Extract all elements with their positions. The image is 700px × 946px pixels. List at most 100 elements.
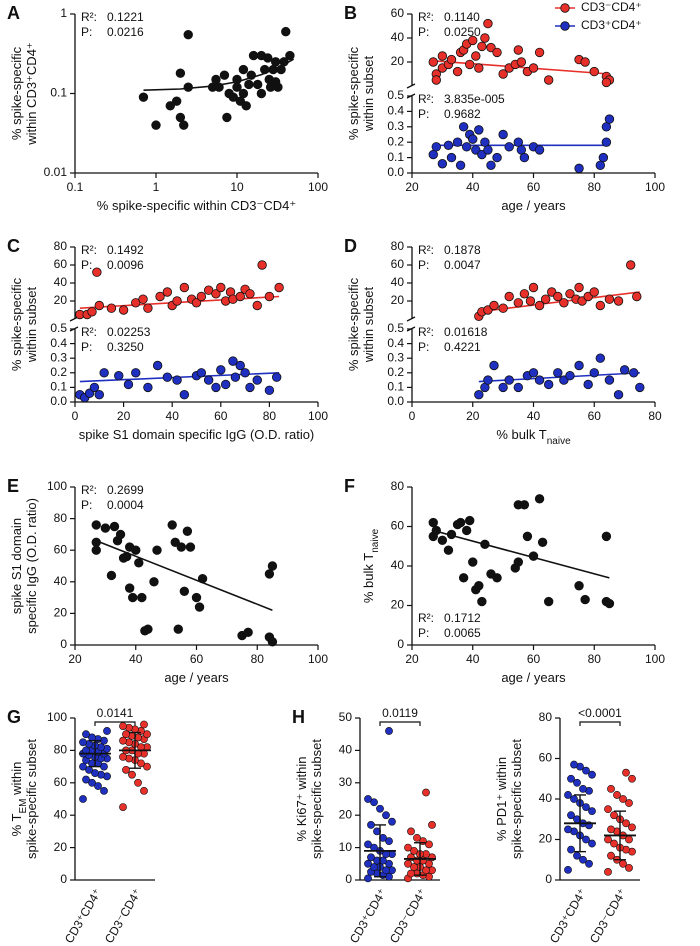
data-point [564,791,572,799]
stat-label: R²: [418,611,434,625]
x-tick-label: 60 [527,180,541,194]
data-point [574,581,584,591]
data-point [628,823,636,832]
panel-letter: A [7,3,20,23]
data-point [564,865,572,874]
data-point [525,296,536,306]
data-point [413,833,421,842]
data-point [477,41,487,52]
data-point [632,291,642,302]
data-point [474,390,484,400]
data-point [176,542,187,552]
label-text: spike S1 domain [9,518,24,614]
axis-label: specific IgG (O.D. ratio) [24,498,39,634]
y-tick-label: 40 [54,275,68,289]
axis-label: age / years [501,198,566,213]
y-tick-label: 40 [391,558,405,572]
stat-value: 0.1712 [444,611,481,625]
data-point [143,730,151,739]
y-tick-label: 0.1 [50,380,67,394]
data-point [613,390,624,400]
data-point [124,583,135,593]
data-point [486,160,496,171]
data-point [167,520,177,530]
axis-label: within subset [24,287,39,364]
significance-bracket [379,721,421,726]
data-point [252,375,262,385]
data-point [580,57,590,67]
x-tick-label: 60 [527,652,541,666]
data-point [543,75,554,85]
y-tick-label: 20 [391,54,405,68]
label-text: spike-specific subset [509,739,524,859]
data-point [534,300,545,311]
data-point [252,300,262,311]
data-point [79,795,87,803]
label-text: spike-specific subset [309,739,324,859]
data-point [474,581,484,591]
y-tick-label: 80 [391,479,405,493]
axis-label: spike S1 domain [9,518,24,614]
data-point [483,18,493,29]
x-tick-label: 80 [648,409,662,423]
stat-label: R²: [81,483,97,497]
data-point [119,752,127,761]
p-value: <0.0001 [578,706,622,720]
y-tick-label: 0.3 [50,350,67,364]
data-point [574,360,584,371]
data-point [118,305,129,315]
y-tick-label: 20 [54,606,68,620]
x-tick-label: 80 [251,652,265,666]
data-point [228,356,238,366]
y-tick-label: 60 [539,751,553,765]
stat-value: 0.1492 [107,243,144,257]
stat-value: 0.02253 [107,325,151,339]
y-tick-label: 60 [391,6,405,20]
data-point [428,821,436,829]
y-tick-label: 0.3 [387,119,404,133]
data-point [446,54,457,65]
data-point [610,811,618,820]
data-point [264,385,275,396]
data-point [498,69,508,79]
stat-label: P: [81,498,92,512]
panel-letter: B [344,3,357,23]
axis-label: % bulk Tnaive [361,528,381,603]
data-point [252,79,263,90]
panel-letter: G [7,707,21,727]
data-point [607,851,615,860]
data-point [604,805,612,814]
data-point [513,382,524,393]
data-point [622,768,630,777]
data-point [364,840,372,849]
stat-value: 0.0047 [444,258,481,272]
data-point [601,531,612,542]
legend-marker [560,3,570,13]
stat-value: 0.0065 [444,626,481,640]
data-point [211,289,221,299]
data-point [179,390,190,400]
data-point [565,289,575,299]
x-tick-label: 100 [308,409,328,423]
y-tick-label: 0.5 [387,88,404,102]
data-point [138,92,149,102]
data-point [94,390,105,400]
data-point [565,371,575,381]
data-point [385,859,393,868]
data-point [103,727,111,735]
data-point [183,82,193,92]
label-text: specific IgG (O.D. ratio) [24,498,39,634]
data-point [235,291,245,302]
data-point [607,784,615,793]
data-point [245,382,255,393]
data-point [588,770,596,779]
data-point [220,379,231,390]
data-point [582,766,590,775]
data-point [407,853,415,862]
stat-label: P: [418,258,429,272]
y-tick-label: 20 [391,598,405,612]
data-point [162,287,173,297]
data-point [465,59,475,70]
label-text: age / years [164,670,229,685]
data-point [573,778,581,787]
